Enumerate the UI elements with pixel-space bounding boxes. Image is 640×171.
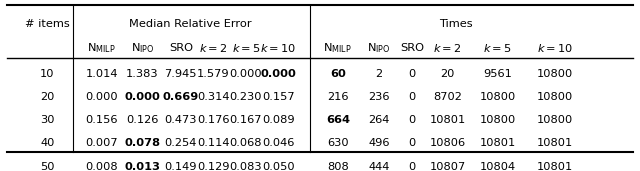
Text: N$_{\mathregular{MILP}}$: N$_{\mathregular{MILP}}$: [323, 41, 352, 55]
Text: 444: 444: [368, 162, 389, 171]
Text: 0: 0: [408, 69, 415, 79]
Text: 0.167: 0.167: [230, 115, 262, 125]
Text: $k=5$: $k=5$: [483, 42, 512, 54]
Text: 50: 50: [40, 162, 54, 171]
Text: 8702: 8702: [433, 92, 462, 102]
Text: $k=2$: $k=2$: [433, 42, 462, 54]
Text: 10806: 10806: [429, 139, 466, 148]
Text: 10800: 10800: [537, 115, 573, 125]
Text: 30: 30: [40, 115, 54, 125]
Text: # items: # items: [25, 19, 70, 29]
Text: 10804: 10804: [479, 162, 516, 171]
Text: 1.014: 1.014: [85, 69, 118, 79]
Text: 630: 630: [327, 139, 349, 148]
Text: SRO: SRO: [169, 43, 193, 53]
Text: 216: 216: [327, 92, 349, 102]
Text: 0.068: 0.068: [230, 139, 262, 148]
Text: 10801: 10801: [537, 162, 573, 171]
Text: 0.000: 0.000: [230, 69, 262, 79]
Text: Median Relative Error: Median Relative Error: [129, 19, 252, 29]
Text: 0.000: 0.000: [260, 69, 296, 79]
Text: 7.945: 7.945: [164, 69, 197, 79]
Text: 0.230: 0.230: [230, 92, 262, 102]
Text: 10800: 10800: [537, 69, 573, 79]
Text: 0: 0: [408, 139, 415, 148]
Text: 0.669: 0.669: [163, 92, 199, 102]
Text: N$_{\mathregular{IPO}}$: N$_{\mathregular{IPO}}$: [367, 41, 390, 55]
Text: 10801: 10801: [479, 139, 516, 148]
Text: $k=5$: $k=5$: [232, 42, 260, 54]
Text: 0.176: 0.176: [197, 115, 230, 125]
Text: N$_{\mathregular{MILP}}$: N$_{\mathregular{MILP}}$: [87, 41, 116, 55]
Text: 0.126: 0.126: [126, 115, 159, 125]
Text: 10807: 10807: [429, 162, 466, 171]
Text: $k=10$: $k=10$: [260, 42, 296, 54]
Text: 236: 236: [368, 92, 390, 102]
Text: 0.129: 0.129: [197, 162, 230, 171]
Text: 10800: 10800: [537, 92, 573, 102]
Text: 0.254: 0.254: [164, 139, 197, 148]
Text: 0: 0: [408, 162, 415, 171]
Text: 0.078: 0.078: [124, 139, 161, 148]
Text: 0.157: 0.157: [262, 92, 295, 102]
Text: 0.149: 0.149: [164, 162, 197, 171]
Text: 9561: 9561: [483, 69, 512, 79]
Text: 1.383: 1.383: [126, 69, 159, 79]
Text: 10801: 10801: [537, 139, 573, 148]
Text: 0.000: 0.000: [85, 92, 118, 102]
Text: 10800: 10800: [479, 92, 516, 102]
Text: 0.089: 0.089: [262, 115, 295, 125]
Text: 0.046: 0.046: [262, 139, 294, 148]
Text: 0.000: 0.000: [125, 92, 161, 102]
Text: 0.114: 0.114: [197, 139, 230, 148]
Text: 10801: 10801: [429, 115, 466, 125]
Text: Times: Times: [439, 19, 473, 29]
Text: SRO: SRO: [400, 43, 424, 53]
Text: 60: 60: [330, 69, 346, 79]
Text: 664: 664: [326, 115, 350, 125]
Text: 0.473: 0.473: [164, 115, 197, 125]
Text: 40: 40: [40, 139, 54, 148]
Text: 264: 264: [368, 115, 389, 125]
Text: 0.007: 0.007: [85, 139, 118, 148]
Text: 0.013: 0.013: [124, 162, 161, 171]
Text: $k=2$: $k=2$: [199, 42, 228, 54]
Text: 0.050: 0.050: [262, 162, 295, 171]
Text: 0.008: 0.008: [85, 162, 118, 171]
Text: 0: 0: [408, 115, 415, 125]
Text: N$_{\mathregular{IPO}}$: N$_{\mathregular{IPO}}$: [131, 41, 154, 55]
Text: 808: 808: [327, 162, 349, 171]
Text: 0.156: 0.156: [85, 115, 118, 125]
Text: 20: 20: [440, 69, 455, 79]
Text: 10800: 10800: [479, 115, 516, 125]
Text: 1.579: 1.579: [197, 69, 230, 79]
Text: 10: 10: [40, 69, 54, 79]
Text: 496: 496: [368, 139, 390, 148]
Text: 0: 0: [408, 92, 415, 102]
Text: 2: 2: [375, 69, 382, 79]
Text: 0.314: 0.314: [197, 92, 230, 102]
Text: 20: 20: [40, 92, 54, 102]
Text: 0.083: 0.083: [230, 162, 262, 171]
Text: $k=10$: $k=10$: [537, 42, 573, 54]
